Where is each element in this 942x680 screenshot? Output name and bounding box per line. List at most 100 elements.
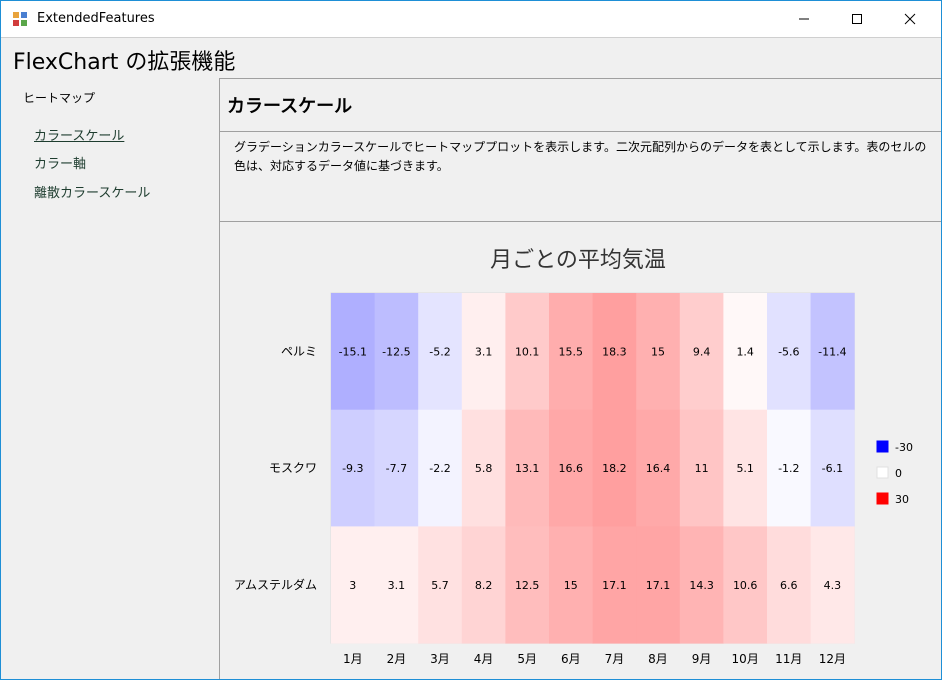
heatmap-cell	[767, 409, 812, 527]
sidebar-group-heatmap: ヒートマップ	[23, 91, 96, 105]
x-tick-label: 8月	[648, 652, 668, 666]
maximize-button[interactable]	[834, 1, 880, 37]
heatmap-cell	[723, 409, 768, 527]
minimize-button[interactable]	[781, 1, 827, 37]
heatmap-cell	[461, 409, 506, 527]
heatmap-chart: 月ごとの平均気温 -15.1 -12.5 -5.2 3.1 10.1 15.5 18.3 15 9…	[220, 222, 941, 679]
heatmap-cell	[418, 526, 463, 644]
cell-value-label: 18.2	[602, 462, 627, 475]
cell-value-label: -11.4	[818, 345, 846, 358]
cell-value-label: -5.2	[429, 345, 450, 358]
legend-label: 30	[895, 493, 909, 506]
cell-value-label: -2.2	[429, 462, 450, 475]
section-description: グラデーションカラースケールでヒートマッププロットを表示します。二次元配列からの…	[234, 140, 927, 173]
cell-value-label: -9.3	[342, 462, 363, 475]
cell-value-label: 12.5	[515, 579, 540, 592]
app-header: FlexChart の拡張機能	[1, 37, 941, 79]
cell-value-label: 9.4	[693, 345, 711, 358]
heatmap-cell	[374, 526, 419, 644]
cell-value-label: 11	[695, 462, 709, 475]
heatmap-cell	[461, 293, 506, 411]
cell-value-label: 3	[349, 579, 356, 592]
heatmap-cell	[505, 526, 550, 644]
sidebar-item-discrete-color-scale[interactable]: 離散カラースケール	[34, 186, 151, 201]
cell-value-label: 17.1	[646, 579, 671, 592]
cell-value-label: 5.1	[736, 462, 754, 475]
heatmap-cell	[592, 293, 637, 411]
sidebar: ヒートマップ カラースケール カラー軸 離散カラースケール	[1, 78, 220, 679]
description-panel: グラデーションカラースケールでヒートマッププロットを表示します。二次元配列からの…	[220, 132, 941, 222]
window-title: ExtendedFeatures	[37, 11, 155, 26]
legend-swatch	[876, 466, 889, 479]
section-header: カラースケール	[220, 78, 941, 132]
cell-value-label: 10.1	[515, 345, 540, 358]
cell-value-label: 17.1	[602, 579, 627, 592]
heatmap-cell	[592, 526, 637, 644]
cell-value-label: 16.4	[646, 462, 671, 475]
x-tick-label: 2月	[387, 652, 407, 666]
heatmap-cell	[810, 526, 855, 644]
minimize-icon	[799, 18, 809, 20]
y-tick-label: モスクワ	[269, 461, 317, 475]
heatmap-cell	[549, 293, 594, 411]
legend-label: 0	[895, 467, 902, 480]
x-tick-label: 11月	[775, 652, 802, 666]
cell-value-label: 3.1	[475, 345, 493, 358]
legend-label: -30	[895, 441, 913, 454]
heatmap-cell	[418, 409, 463, 527]
cell-value-label: 14.3	[689, 579, 714, 592]
cell-value-label: 16.6	[559, 462, 584, 475]
maximize-icon	[852, 14, 862, 24]
cell-value-label: -1.2	[778, 462, 799, 475]
heatmap-cell	[461, 526, 506, 644]
section-title: カラースケール	[227, 96, 353, 117]
cell-value-label: 15	[651, 345, 665, 358]
cell-value-label: 13.1	[515, 462, 540, 475]
x-tick-label: 5月	[517, 652, 537, 666]
heatmap-cell	[331, 526, 376, 644]
sidebar-item-color-axis[interactable]: カラー軸	[34, 157, 87, 172]
heatmap-cell	[549, 526, 594, 644]
close-icon	[904, 13, 916, 25]
heatmap-cell	[679, 293, 724, 411]
cell-value-label: 8.2	[475, 579, 493, 592]
heatmap-cell	[723, 526, 768, 644]
cell-value-label: -12.5	[382, 345, 410, 358]
cell-value-label: 5.7	[431, 579, 449, 592]
title-bar[interactable]: ExtendedFeatures	[1, 1, 941, 37]
close-button[interactable]	[887, 1, 933, 37]
x-tick-label: 6月	[561, 652, 581, 666]
x-tick-label: 12月	[819, 652, 846, 666]
heatmap-cell	[679, 409, 724, 527]
heatmap-cell	[331, 293, 376, 411]
legend-swatch	[876, 492, 889, 505]
cell-value-label: -15.1	[339, 345, 367, 358]
heatmap-cell	[723, 293, 768, 411]
cell-value-label: 15.5	[559, 345, 584, 358]
heatmap-cell	[331, 409, 376, 527]
cell-value-label: -7.7	[386, 462, 407, 475]
cell-value-label: 15	[564, 579, 578, 592]
heatmap-cell	[374, 293, 419, 411]
page-title: FlexChart の拡張機能	[13, 50, 236, 75]
cell-value-label: 6.6	[780, 579, 798, 592]
y-tick-label: ペルミ	[281, 344, 317, 358]
y-tick-label: アムステルダム	[234, 577, 317, 592]
heatmap-cell	[374, 409, 419, 527]
heatmap-cell	[505, 293, 550, 411]
heatmap-cell	[636, 526, 681, 644]
cell-value-label: 18.3	[602, 345, 627, 358]
app-icon	[13, 12, 27, 26]
heatmap-cell	[767, 526, 812, 644]
x-tick-label: 7月	[605, 652, 625, 666]
heatmap-cell	[636, 293, 681, 411]
heatmap-cell	[549, 409, 594, 527]
x-tick-label: 4月	[474, 652, 494, 666]
heatmap-cell	[767, 293, 812, 411]
x-tick-label: 9月	[692, 652, 712, 666]
cell-value-label: 1.4	[736, 345, 754, 358]
heatmap-cell	[418, 293, 463, 411]
sidebar-item-color-scale[interactable]: カラースケール	[34, 129, 125, 144]
heatmap-cell	[592, 409, 637, 527]
